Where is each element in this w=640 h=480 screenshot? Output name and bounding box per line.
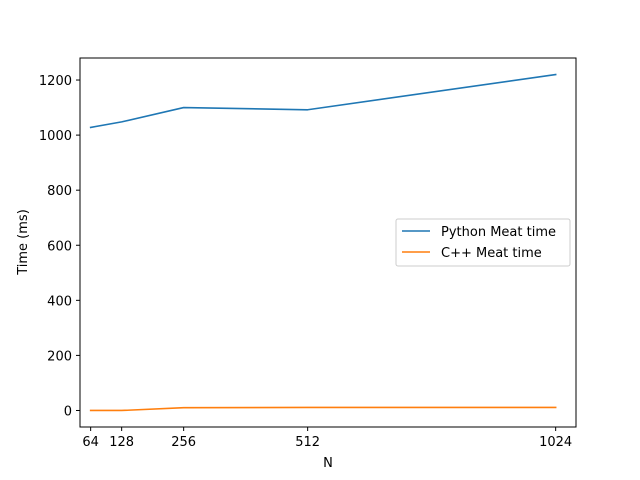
y-tick-label: 800 [47,184,72,199]
y-tick-label: 200 [47,349,72,364]
legend: Python Meat time C++ Meat time [395,218,571,267]
marks-layer [89,73,557,412]
y-tick-label: 400 [47,294,72,309]
legend-label-0: Python Meat time [441,225,556,240]
series-line-0 [89,73,557,129]
x-tick-label: 64 [82,435,99,450]
y-tick-label: 0 [64,404,72,419]
x-tick-label: 1024 [539,435,572,450]
x-axis-label: N [323,456,333,471]
y-tick-label: 1200 [39,74,72,89]
y-tick-label: 1000 [39,129,72,144]
x-axis: 64 128 256 512 1024 [82,427,572,450]
plot-frame [79,57,577,428]
series-line-1 [89,406,557,412]
x-tick-label: 128 [109,435,134,450]
y-axis: 0 200 400 600 800 1000 1200 [39,74,80,419]
legend-box [395,218,571,267]
x-tick-label: 256 [171,435,196,450]
y-tick-label: 600 [47,239,72,254]
x-tick-label: 512 [295,435,320,450]
y-axis-label: Time (ms) [16,209,31,276]
legend-label-1: C++ Meat time [441,246,542,261]
